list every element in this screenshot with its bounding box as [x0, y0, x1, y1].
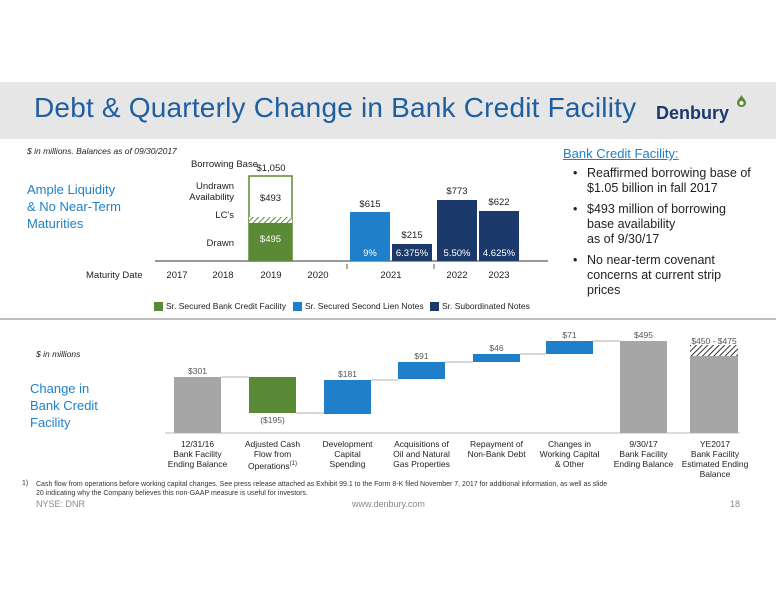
bullet-1: • Reaffirmed borrowing base of $1.05 bil… — [573, 166, 751, 195]
footnote-number: 1) — [22, 480, 29, 487]
section-divider — [0, 318, 776, 320]
footnote-text: Cash flow from operations before working… — [36, 481, 608, 497]
label-undrawn: Undrawn Availability — [189, 181, 234, 203]
label-drawn: Drawn — [206, 238, 234, 249]
liquidity-heading: Ample Liquidity & No Near-Term Maturitie… — [27, 182, 121, 231]
waterfall-bar-repayment — [473, 354, 520, 362]
label-lcs: LC's — [215, 210, 234, 221]
footer-ticker: NYSE: DNR — [36, 499, 86, 509]
wf-label-450-475: $450 - $475 — [691, 336, 737, 346]
page-title: Debt & Quarterly Change in Bank Credit F… — [34, 92, 637, 123]
tick-2022: 2022 — [446, 270, 468, 281]
label-622: $622 — [488, 197, 510, 208]
bullet-3: • No near-term covenant concerns at curr… — [573, 253, 722, 297]
bar-2021-6375pct — [392, 244, 432, 261]
legend-swatch-second-lien — [293, 302, 302, 311]
change-heading: Change in Bank Credit Facility — [30, 381, 98, 430]
label-773: $773 — [446, 186, 468, 197]
waterfall-bar-ye2017 — [690, 349, 738, 433]
waterfall-bar-acquisitions — [398, 362, 445, 379]
bar-2023 — [479, 211, 519, 261]
label-rate-9: 9% — [363, 248, 377, 259]
wf-cat-5: Repayment of Non-Bank Debt — [467, 439, 526, 459]
wf-label-181: $181 — [338, 369, 357, 379]
wf-label-71: $71 — [562, 330, 577, 340]
legend-bank: Sr. Secured Bank Credit Facility — [166, 301, 286, 311]
wf-cat-6: Changes in Working Capital & Other — [539, 439, 600, 469]
credit-facility-heading: Bank Credit Facility: — [563, 146, 679, 161]
legend-swatch-bank — [154, 302, 163, 311]
tick-2020: 2020 — [307, 270, 329, 281]
label-total-1050: $1,050 — [256, 163, 286, 174]
label-rate-6375: 6.375% — [395, 248, 429, 259]
legend-swatch-subordinated — [430, 302, 439, 311]
wf-label-301: $301 — [188, 366, 207, 376]
bar-2022 — [437, 200, 477, 261]
tick-2017: 2017 — [166, 270, 188, 281]
wf-cat-3: Development Capital Spending — [322, 439, 373, 469]
footer-website[interactable]: www.denbury.com — [352, 499, 425, 509]
waterfall-bar-cash-flow — [249, 377, 296, 413]
label-maturity-date: Maturity Date — [86, 270, 143, 281]
waterfall-bar-1231-16 — [174, 377, 221, 433]
credit-facility-bullets: • Reaffirmed borrowing base of $1.05 bil… — [573, 166, 773, 304]
units-note: $ in millions. Balances as of 09/30/2017 — [27, 146, 177, 156]
legend-subordinated: Sr. Subordinated Notes — [442, 301, 530, 311]
units-note-2: $ in millions — [36, 349, 81, 359]
wf-cat-2: Adjusted Cash Flow from Operations(1) — [244, 439, 301, 471]
waterfall-bar-9-30-17 — [620, 341, 667, 433]
tick-2021: 2021 — [380, 270, 402, 281]
bar-2019-lcs — [249, 217, 292, 223]
tick-2019: 2019 — [260, 270, 282, 281]
tick-2018: 2018 — [212, 270, 234, 281]
tick-2023: 2023 — [488, 270, 510, 281]
bar-2019-drawn — [249, 223, 292, 261]
bar-2021-9pct — [350, 212, 390, 261]
waterfall-bar-dev-capital — [324, 380, 371, 414]
logo-drop-icon — [737, 95, 746, 107]
debt-maturity-chart — [155, 175, 548, 269]
label-undrawn-493: $493 — [259, 193, 282, 204]
legend-second-lien: Sr. Secured Second Lien Notes — [305, 301, 424, 311]
label-215: $215 — [401, 230, 423, 241]
company-logo: Denbury — [656, 103, 730, 123]
title-band — [0, 82, 776, 139]
waterfall-bar-working-capital — [546, 341, 593, 354]
label-borrowing-base: Borrowing Base — [190, 159, 258, 170]
wf-cat-8: YE2017 Bank Facility Estimated Ending Balan… — [681, 439, 749, 479]
wf-cat-4: Acquisitions of Oil and Natural Gas Proper… — [393, 439, 450, 469]
label-rate-550: 5.50% — [443, 248, 471, 259]
wf-label-495: $495 — [634, 330, 653, 340]
bullet-2: • $493 million of borrowing base availab… — [573, 202, 726, 246]
label-drawn-495: $495 — [259, 234, 282, 245]
label-615: $615 — [359, 199, 381, 210]
footer-page-number: 18 — [730, 499, 741, 509]
wf-cat-1: 12/31/16 Bank Facility Ending Balance — [167, 439, 228, 469]
label-rate-4625: 4.625% — [482, 248, 516, 259]
wf-label-91: $91 — [414, 351, 429, 361]
wf-cat-7: 9/30/17 Bank Facility Ending Balance — [613, 439, 674, 469]
waterfall-bar-ye2017-range — [690, 345, 738, 356]
wf-label-195: ($195) — [260, 415, 285, 425]
wf-label-46: $46 — [489, 343, 504, 353]
